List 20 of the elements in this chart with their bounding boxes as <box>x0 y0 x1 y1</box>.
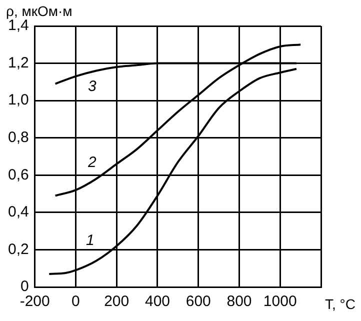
x-tick-label: 200 <box>104 293 130 310</box>
y-tick-label: 0,2 <box>8 240 29 258</box>
x-tick-label: 800 <box>226 293 252 310</box>
y-tick-label: 1,2 <box>8 54 29 72</box>
y-tick-label: 0 <box>20 278 29 296</box>
y-tick-label: 0,4 <box>8 204 29 221</box>
y-axis-title: ρ, мкОм·м <box>6 2 72 19</box>
series-label: 3 <box>88 78 97 95</box>
x-tick-label: -200 <box>20 293 50 310</box>
y-tick-label: 0,8 <box>8 129 29 146</box>
series-label: 2 <box>87 154 97 172</box>
series-label: 1 <box>86 232 94 250</box>
y-tick-label: 1,0 <box>8 92 29 109</box>
x-tick-label: 1000 <box>263 293 297 310</box>
x-axis-title: T, °C <box>325 296 356 312</box>
x-tick-label: 600 <box>186 293 211 310</box>
x-tick-label: 400 <box>144 293 170 310</box>
x-tick-label: 0 <box>72 293 80 310</box>
y-tick-label: 1,4 <box>8 17 29 34</box>
y-tick-label: 0,6 <box>8 166 29 184</box>
